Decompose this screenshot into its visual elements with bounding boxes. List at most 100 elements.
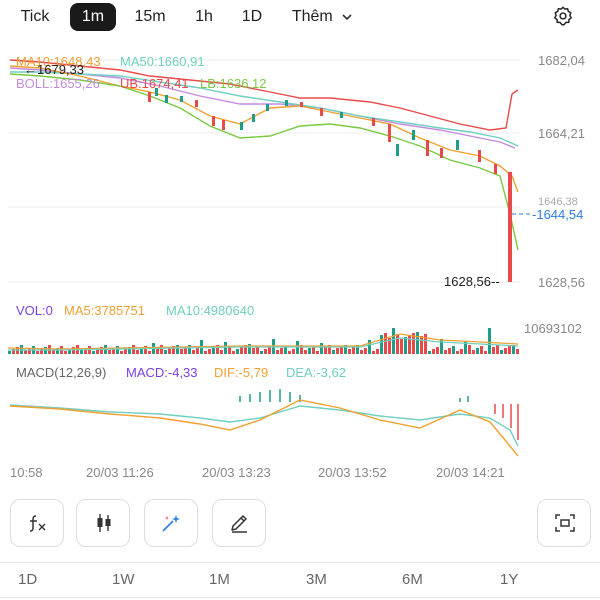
volume-bar <box>476 348 479 354</box>
volume-bar <box>352 347 355 354</box>
volume-bar <box>188 345 191 354</box>
volume-ma-line <box>7 333 519 350</box>
volume-bar <box>332 350 335 354</box>
volume-bar <box>268 347 271 354</box>
range-3m[interactable]: 3M <box>306 571 327 588</box>
volume-bar <box>424 334 427 354</box>
volume-bar <box>12 349 15 354</box>
volume-bar <box>80 350 83 354</box>
range-1d[interactable]: 1D <box>18 571 38 588</box>
volume-ma10-line <box>8 337 519 351</box>
time-label-4: 20/03 13:52 <box>318 465 387 480</box>
draw-button[interactable] <box>212 499 266 547</box>
volume-bar <box>428 351 431 354</box>
volume-bar <box>496 345 499 354</box>
range-1w[interactable]: 1W <box>112 571 135 588</box>
ub-label: UB:1674,41 <box>120 76 189 91</box>
vol-ma5-label: MA5:3785751 <box>64 303 145 318</box>
volume-bar <box>116 346 119 354</box>
volume-bar <box>176 345 179 354</box>
volume-bar <box>480 346 483 354</box>
volume-bar <box>260 351 263 354</box>
tab-1m[interactable]: 1m <box>70 3 116 31</box>
volume-bar <box>132 345 135 354</box>
volume-bar <box>488 328 491 354</box>
volume-bar <box>252 348 255 354</box>
range-1m[interactable]: 1M <box>209 571 230 588</box>
volume-bar <box>36 351 39 354</box>
volume-bar <box>204 351 207 354</box>
timeframe-bar: Tick 1m 15m 1h 1D Thêm <box>0 0 600 34</box>
candlestick-icon <box>97 514 111 532</box>
volume-bar <box>212 347 215 354</box>
volume-bar <box>516 349 519 354</box>
volume-bar <box>172 346 175 354</box>
volume-bar <box>236 349 239 354</box>
volume-bar <box>184 347 187 354</box>
macd-value: MACD:-4,33 <box>126 365 198 380</box>
tab-1d[interactable]: 1D <box>241 8 263 25</box>
tab-tick[interactable]: Tick <box>20 8 50 25</box>
more-dropdown[interactable]: Thêm <box>284 3 360 31</box>
volume-bar <box>280 348 283 354</box>
more-label: Thêm <box>291 8 333 25</box>
ma50-label: MA50:1660,91 <box>120 54 205 69</box>
volume-bar <box>372 351 375 354</box>
volume-bar <box>416 332 419 354</box>
volume-bar <box>472 350 475 354</box>
volume-bar <box>40 349 43 354</box>
volume-bar <box>8 351 11 354</box>
volume-bar <box>108 350 111 354</box>
volume-bar <box>84 348 87 354</box>
volume-bar <box>256 346 259 354</box>
volume-bar <box>164 350 167 354</box>
volume-bar <box>460 349 463 354</box>
volume-bar <box>348 349 351 354</box>
smart-tool-button[interactable] <box>144 499 198 547</box>
ma10-label: MA10:1648,43 <box>16 54 101 69</box>
tab-1h[interactable]: 1h <box>195 8 213 25</box>
volume-bar <box>24 350 27 354</box>
volume-bar <box>308 348 311 354</box>
range-1y[interactable]: 1Y <box>500 571 519 588</box>
volume-bar <box>392 328 395 354</box>
volume-bar <box>220 350 223 354</box>
dif-line <box>9 399 519 457</box>
volume-bar <box>400 339 403 354</box>
range-6m[interactable]: 6M <box>402 571 423 588</box>
lb-line <box>9 73 519 251</box>
axis-label-bottom: 1628,56 <box>538 275 585 290</box>
volume-bar <box>512 345 515 354</box>
volume-bar <box>128 347 131 354</box>
time-label-2: 20/03 11:26 <box>86 465 154 480</box>
time-label-5: 20/03 14:21 <box>436 465 505 480</box>
tab-15m[interactable]: 15m <box>134 8 166 25</box>
axis-label-2: 1664,21 <box>538 126 585 141</box>
volume-bar <box>364 348 367 354</box>
volume-bar <box>284 346 287 354</box>
chart-area[interactable] <box>0 40 600 490</box>
volume-bar <box>196 348 199 354</box>
volume-bar <box>440 339 443 354</box>
axis-label-top: 1682,04 <box>538 53 585 68</box>
ub-line <box>9 59 519 131</box>
volume-bar <box>312 346 315 354</box>
volume-bar <box>264 349 267 354</box>
volume-bar <box>208 349 211 354</box>
volume-bar <box>148 351 151 354</box>
chart-type-button[interactable] <box>76 499 130 547</box>
volume-bar <box>232 351 235 354</box>
volume-bar <box>508 346 511 354</box>
volume-bar <box>452 346 455 354</box>
volume-bar <box>140 348 143 354</box>
function-icon <box>29 515 46 532</box>
chevron-down-icon <box>342 14 352 21</box>
volume-bar <box>484 351 487 354</box>
volume-bar <box>504 348 507 354</box>
indicator-button[interactable] <box>10 499 64 547</box>
gear-icon[interactable] <box>552 5 574 27</box>
time-label-1: 10:58 <box>10 465 43 480</box>
volume-bar <box>360 350 363 354</box>
fullscreen-button[interactable] <box>537 499 591 547</box>
volume-bar <box>420 336 423 354</box>
